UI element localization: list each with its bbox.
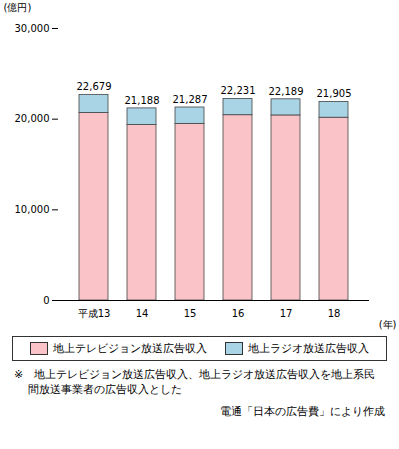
svg-text:17: 17 xyxy=(280,308,293,319)
svg-text:10,000: 10,000 xyxy=(15,204,50,215)
svg-text:0: 0 xyxy=(43,295,49,306)
svg-text:22,231: 22,231 xyxy=(221,85,256,96)
svg-text:18: 18 xyxy=(328,308,341,319)
svg-text:21,905: 21,905 xyxy=(317,88,352,99)
svg-text:14: 14 xyxy=(136,308,149,319)
html-text:※ 地上テレビジョン放送広告収入、地上ラジオ放送広告収入を地: ※ 地上テレビジョン放送広告収入、地上ラジオ放送広告収入を地上系民間放送事業者の… xyxy=(14,368,376,397)
svg-text:16: 16 xyxy=(232,308,245,319)
svg-text:(年): (年) xyxy=(379,319,397,330)
svg-text:22,679: 22,679 xyxy=(77,81,112,92)
svg-text:(億円): (億円) xyxy=(4,2,32,13)
svg-text:22,189: 22,189 xyxy=(269,86,304,97)
svg-text:平成13: 平成13 xyxy=(78,308,111,319)
svg-text:30,000: 30,000 xyxy=(15,23,50,34)
html-text:地上ラジオ放送広告収入: 地上ラジオ放送広告収入 xyxy=(248,342,369,355)
html-text:地上テレビジョン放送広告収入: 地上テレビジョン放送広告収入 xyxy=(53,342,207,355)
svg-text:15: 15 xyxy=(184,308,197,319)
svg-text:20,000: 20,000 xyxy=(15,113,50,124)
svg-text:21,287: 21,287 xyxy=(173,94,208,105)
html-text:電通「日本の広告費」により作成: 電通「日本の広告費」により作成 xyxy=(220,404,385,418)
svg-text:21,188: 21,188 xyxy=(125,95,160,106)
